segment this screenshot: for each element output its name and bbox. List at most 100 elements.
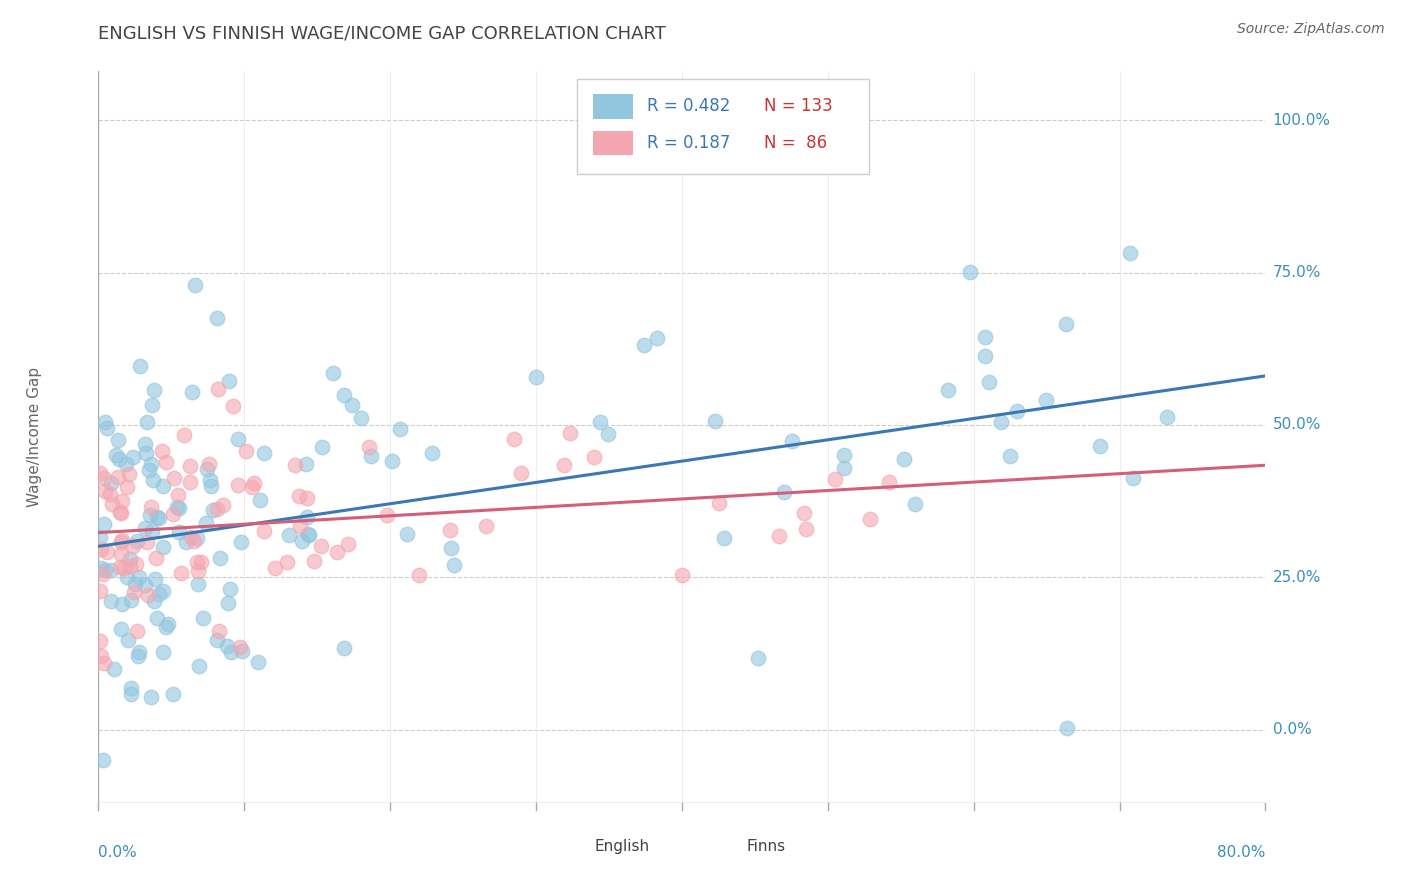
- Point: [142, 383, 165, 397]
- Point: [215, 640, 238, 654]
- Point: [134, 577, 156, 591]
- Text: N =  86: N = 86: [763, 134, 827, 152]
- Point: [904, 496, 927, 510]
- Point: [186, 555, 208, 569]
- Point: [217, 595, 239, 609]
- Point: [207, 382, 229, 396]
- Point: [120, 681, 142, 696]
- Point: [108, 560, 131, 574]
- Point: [219, 645, 242, 659]
- Point: [100, 476, 122, 491]
- Point: [1119, 245, 1142, 260]
- Point: [187, 577, 209, 591]
- Point: [114, 457, 136, 471]
- Point: [359, 440, 381, 454]
- Point: [145, 551, 167, 566]
- Text: R = 0.482: R = 0.482: [647, 97, 730, 115]
- Point: [408, 568, 430, 582]
- Text: 0.0%: 0.0%: [98, 846, 138, 861]
- Point: [89, 466, 111, 480]
- Point: [1035, 392, 1057, 407]
- Point: [152, 479, 174, 493]
- Point: [235, 444, 257, 458]
- Point: [118, 467, 141, 481]
- Point: [141, 398, 163, 412]
- Point: [108, 505, 131, 519]
- Point: [127, 649, 149, 664]
- Point: [381, 454, 404, 468]
- Point: [205, 502, 228, 516]
- Point: [125, 557, 148, 571]
- Point: [142, 474, 165, 488]
- Point: [704, 414, 727, 428]
- Text: R = 0.187: R = 0.187: [647, 134, 730, 152]
- Point: [91, 567, 114, 582]
- Point: [1056, 721, 1078, 735]
- Point: [110, 622, 132, 636]
- Point: [152, 583, 174, 598]
- FancyBboxPatch shape: [593, 130, 633, 155]
- FancyBboxPatch shape: [576, 78, 869, 174]
- Point: [111, 598, 134, 612]
- Point: [107, 469, 129, 483]
- Point: [183, 533, 205, 548]
- FancyBboxPatch shape: [686, 838, 727, 855]
- Point: [877, 475, 900, 490]
- Point: [208, 624, 231, 639]
- Point: [226, 478, 249, 492]
- Point: [107, 434, 129, 448]
- Point: [103, 662, 125, 676]
- Point: [222, 399, 245, 413]
- Point: [589, 415, 612, 429]
- Point: [125, 533, 148, 548]
- Point: [243, 475, 266, 490]
- Point: [98, 487, 121, 501]
- Point: [115, 570, 138, 584]
- Point: [524, 370, 547, 384]
- Point: [135, 446, 157, 460]
- Point: [194, 516, 217, 531]
- Point: [143, 594, 166, 608]
- Point: [115, 480, 138, 494]
- Point: [138, 463, 160, 477]
- Point: [264, 560, 287, 574]
- Point: [205, 632, 228, 647]
- Point: [503, 432, 526, 446]
- Point: [707, 496, 730, 510]
- Point: [114, 560, 136, 574]
- Point: [302, 554, 325, 568]
- Point: [395, 527, 418, 541]
- Point: [111, 533, 134, 547]
- Point: [136, 588, 159, 602]
- Point: [139, 500, 162, 515]
- Point: [167, 500, 190, 515]
- Point: [747, 651, 769, 665]
- Point: [195, 462, 218, 476]
- Point: [596, 427, 619, 442]
- Point: [582, 450, 605, 464]
- Point: [143, 572, 166, 586]
- Point: [128, 570, 150, 584]
- Text: ENGLISH VS FINNISH WAGE/INCOME GAP CORRELATION CHART: ENGLISH VS FINNISH WAGE/INCOME GAP CORRE…: [98, 24, 666, 42]
- Text: Finns: Finns: [747, 839, 785, 855]
- Point: [201, 503, 224, 517]
- Point: [162, 687, 184, 701]
- Point: [333, 388, 356, 402]
- Point: [1156, 410, 1178, 425]
- Point: [633, 338, 655, 352]
- Point: [422, 446, 444, 460]
- Point: [89, 531, 111, 545]
- Point: [197, 457, 219, 471]
- Point: [90, 648, 112, 663]
- Point: [120, 687, 142, 701]
- Point: [141, 524, 163, 538]
- Text: 75.0%: 75.0%: [1272, 265, 1322, 280]
- Point: [124, 577, 146, 591]
- Point: [176, 535, 198, 549]
- Point: [139, 690, 162, 704]
- Point: [824, 472, 846, 486]
- Point: [110, 506, 132, 520]
- Point: [125, 624, 148, 638]
- Point: [768, 529, 790, 543]
- Point: [337, 537, 360, 551]
